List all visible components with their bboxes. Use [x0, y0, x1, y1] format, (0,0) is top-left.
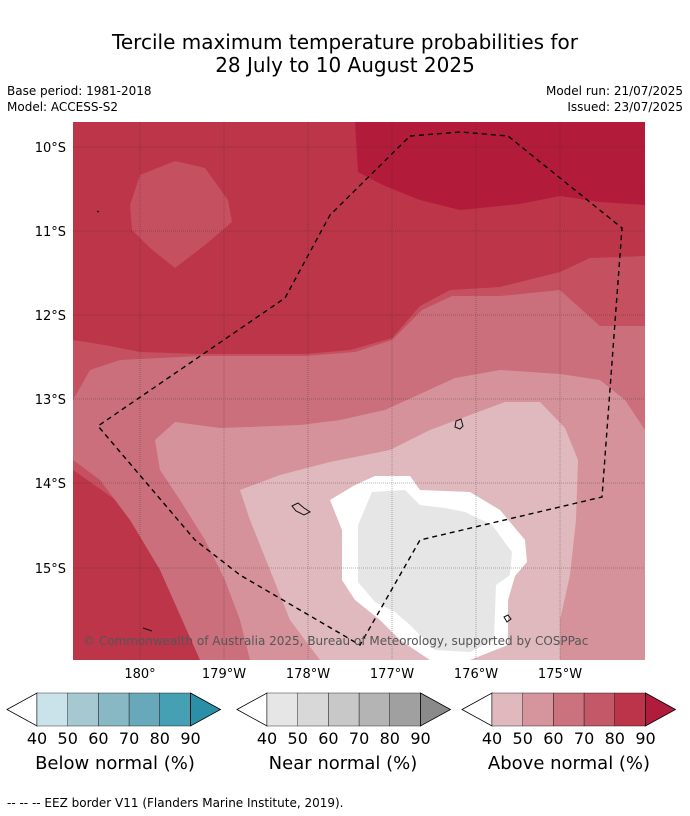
colorbar-tick-label: 70: [349, 729, 369, 748]
colorbar: 40 50 60 70 80 90: [461, 692, 677, 748]
colorbar-tick-label: 50: [513, 729, 533, 748]
lat-label: 12°S: [35, 309, 66, 324]
contour-near-40-50: [358, 490, 512, 652]
colorbar-segment: [583, 692, 615, 727]
colorbar-lower-triangle: [6, 692, 38, 727]
colorbar-segment: [266, 692, 298, 727]
lon-label: 178°W: [286, 667, 330, 682]
colorbar-tick-label: 40: [27, 729, 47, 748]
lon-label: 177°W: [370, 667, 414, 682]
gridlines: [73, 122, 645, 660]
colorbar-tick-label: 70: [574, 729, 594, 748]
colorbar-segment: [67, 692, 99, 727]
colorbar-segment: [328, 692, 360, 727]
colorbar-tick-label: 80: [380, 729, 400, 748]
colorbar-segment: [358, 692, 391, 727]
colorbar: 40 50 60 70 80 90: [236, 692, 452, 748]
colorbar-tick-label: 40: [257, 729, 277, 748]
colorbar-segment: [297, 692, 329, 727]
lat-label: 13°S: [35, 393, 66, 408]
title-line-2: 28 July to 10 August 2025: [215, 53, 475, 77]
model-run: Model run: 21/07/2025: [545, 84, 683, 98]
lat-label: 11°S: [35, 225, 66, 240]
lat-label: 14°S: [35, 477, 66, 492]
colorbar-tick-label: 80: [150, 729, 170, 748]
colorbar-segment: [553, 692, 585, 727]
issued-date: Issued: 23/07/2025: [567, 100, 683, 114]
colorbar-upper-triangle: [420, 692, 452, 727]
colorbar-tick-label: 90: [635, 729, 655, 748]
below-normal-label: Below normal (%): [35, 753, 195, 774]
copyright-text: © Commonwealth of Australia 2025, Bureau…: [83, 634, 588, 648]
colorbar-segment: [522, 692, 554, 727]
colorbar-tick-label: 60: [318, 729, 338, 748]
colorbar-segment: [389, 692, 421, 727]
colorbar-tick-label: 90: [410, 729, 430, 748]
title-line-1: Tercile maximum temperature probabilitie…: [112, 30, 578, 54]
colorbars: 40 50 60 70 80 90 40 50 60 70 80 90 40 50 60 70 80 90: [6, 692, 677, 748]
colorbar-upper-triangle: [645, 692, 677, 727]
lon-label: 179°W: [202, 667, 246, 682]
colorbar-lower-triangle: [236, 692, 268, 727]
lat-label: 15°S: [35, 562, 66, 577]
above-normal-label: Above normal (%): [487, 753, 651, 774]
meta-right: Model run: 21/07/2025 Issued: 23/07/2025: [546, 83, 683, 115]
colorbar-tick-label: 50: [58, 729, 78, 748]
model-name: Model: ACCESS-S2: [7, 100, 119, 114]
colorbar-tick-label: 60: [88, 729, 108, 748]
colorbar: 40 50 60 70 80 90: [6, 692, 222, 748]
colorbar-segment: [159, 692, 191, 727]
eez-footnote: -- -- -- EEZ border V11 (Flanders Marine…: [7, 796, 344, 810]
contour-above-60-70-topleft: [130, 161, 232, 268]
colorbar-tick-label: 80: [605, 729, 625, 748]
colorbar-segment: [491, 692, 523, 727]
colorbar-tick-label: 60: [543, 729, 563, 748]
colorbar-tick-label: 70: [119, 729, 139, 748]
lon-label: 176°W: [454, 667, 498, 682]
lon-labels: 180° 179°W 178°W 177°W 176°W 175°W: [124, 667, 582, 682]
map-area: © Commonwealth of Australia 2025, Bureau…: [73, 122, 645, 660]
lon-label: 175°W: [538, 667, 582, 682]
chart-title: Tercile maximum temperature probabilitie…: [0, 31, 690, 77]
eez-border: [96, 131, 623, 646]
colorbar-tick-label: 40: [482, 729, 502, 748]
lat-labels: 10°S 11°S 12°S 13°S 14°S 15°S: [35, 141, 66, 577]
colorbar-segment: [36, 692, 68, 727]
lon-label: 180°: [124, 667, 155, 682]
colorbar-tick-label: 50: [288, 729, 308, 748]
base-period: Base period: 1981-2018: [7, 84, 152, 98]
lat-label: 10°S: [35, 141, 66, 156]
colorbar-segment: [614, 692, 646, 727]
colorbar-lower-triangle: [461, 692, 493, 727]
colorbar-segment: [98, 692, 130, 727]
colorbar-segment: [128, 692, 161, 727]
meta-left: Base period: 1981-2018 Model: ACCESS-S2: [7, 83, 152, 115]
islands: [96, 210, 512, 632]
colorbar-tick-label: 90: [180, 729, 200, 748]
colorbar-upper-triangle: [190, 692, 222, 727]
near-normal-label: Near normal (%): [268, 753, 418, 774]
